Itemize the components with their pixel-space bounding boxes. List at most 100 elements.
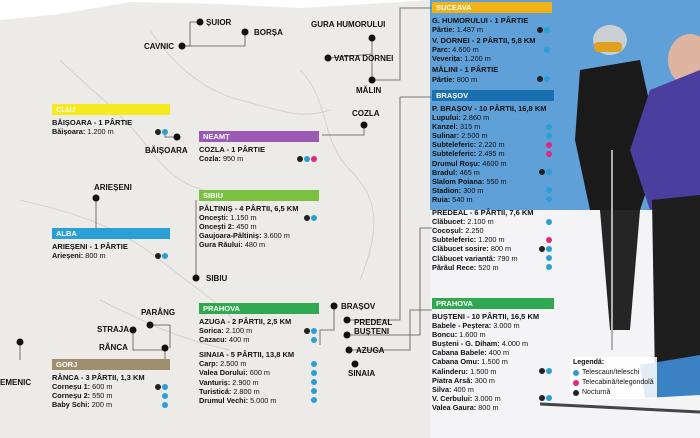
piste-length: 1.600 m — [459, 330, 486, 340]
telescaun-icon — [546, 196, 552, 203]
piste-length: 4600 m — [482, 158, 507, 168]
piste-text: Cocoșul: 2.250 — [432, 226, 484, 235]
telescaun-icon — [546, 255, 552, 262]
piste-icons — [311, 397, 317, 404]
region-header: ALBA — [52, 228, 170, 239]
piste-icons — [537, 76, 550, 83]
piste-text: Arieșeni: 800 m — [52, 251, 106, 260]
piste-row: Slalom Poiana: 550 m — [432, 177, 554, 186]
piste-name: Onceşti: — [199, 213, 229, 223]
resort-title: ARIEȘENI - 1 PÂRTIE — [52, 242, 128, 251]
legend-label: Telecabină/telegondolă — [582, 379, 654, 386]
region-header: PRAHOVA — [199, 303, 319, 314]
piste-row: Boncu: 1.600 m — [432, 330, 554, 339]
piste-length: 1.500 m — [481, 357, 508, 367]
piste-length: 2.495 m — [478, 149, 505, 159]
piste-name: Bradul: — [432, 167, 458, 177]
piste-name: Slalom Poiana: — [432, 176, 485, 186]
region-header: SUCEAVA — [432, 2, 552, 13]
piste-text: Onceşti 2: 450 m — [199, 222, 257, 231]
telescaun-icon — [546, 123, 552, 130]
piste-name: V. Cerbului: — [432, 393, 473, 403]
piste-row: Băișoara: 1.200 m — [52, 127, 170, 136]
telecabina-icon — [573, 380, 579, 386]
piste-row: Cabana Omu: 1.500 m — [432, 357, 554, 366]
piste-text: Corneșu 1: 600 m — [52, 382, 112, 391]
piste-text: Drumul Vechi: 5.000 m — [199, 396, 276, 405]
piste-length: 540 m — [452, 194, 473, 204]
telescaun-icon — [311, 336, 317, 343]
piste-name: Părâul Rece: — [432, 262, 477, 272]
piste-name: Onceşti 2: — [199, 222, 235, 232]
piste-name: Drumul Vechi: — [199, 395, 249, 405]
piste-row: Vanturiș: 2.900 m — [199, 378, 319, 387]
panel-cluj: CLUJ BĂIȘOARA - 1 PÂRTIE Băișoara: 1.200 m — [52, 104, 170, 138]
piste-name: Parc: — [432, 45, 451, 55]
piste-name: Cocoșul: — [432, 226, 464, 236]
piste-text: Bușteni - G. Diham: 4.000 m — [432, 339, 528, 348]
piste-row: Piatra Arsă: 300 m — [432, 376, 554, 385]
telecabina-icon — [546, 151, 552, 158]
nocturna-icon — [537, 76, 543, 83]
telecabina-icon — [546, 141, 552, 148]
panel-prahova-right: PRAHOVA BUȘTENI - 10 PÂRTII, 16,5 KM Babel… — [432, 298, 554, 414]
piste-icons — [304, 214, 317, 221]
piste-row: Bușteni - G. Diham: 4.000 m — [432, 339, 554, 348]
telescaun-icon — [162, 128, 168, 135]
piste-length: 300 m — [463, 185, 484, 195]
piste-length: 4.000 m — [501, 339, 529, 349]
piste-icons — [311, 360, 317, 367]
piste-row: Baby Schi: 200 m — [52, 400, 170, 409]
piste-row: Turistică: 2.800 m — [199, 387, 319, 396]
piste-length: 480 m — [244, 240, 266, 250]
telecabina-icon — [546, 236, 552, 243]
piste-length: 800 m — [490, 244, 512, 254]
piste-length: 450 m — [236, 222, 257, 232]
panel-prahova-mid: PRAHOVA AZUGA - 2 PÂRTII, 2,5 KM Sorica: 2… — [199, 303, 319, 407]
piste-text: Kanzel: 315 m — [432, 122, 480, 131]
piste-icons — [311, 336, 317, 343]
piste-row: Clăbucet variantă: 790 m — [432, 254, 554, 263]
piste-text: Parc: 4.600 m — [432, 45, 479, 54]
resort-title: BUȘTENI - 10 PÂRTII, 16,5 KM — [432, 312, 540, 321]
piste-row: Valea Dorului: 600 m — [199, 368, 319, 377]
piste-length: 2.100 m — [225, 326, 253, 336]
piste-text: Corneșu 2: 550 m — [52, 391, 112, 400]
nocturna-icon — [304, 214, 310, 221]
piste-icons — [546, 255, 552, 262]
city-gura-humorului: GURA HUMORULUI — [311, 20, 386, 29]
piste-name: Veverița: — [432, 54, 463, 64]
piste-text: Băișoara: 1.200 m — [52, 127, 114, 136]
city-straja: STRAJA — [97, 325, 130, 334]
piste-length: 1.200 m — [87, 127, 114, 137]
piste-length: 950 m — [222, 154, 244, 164]
piste-name: Ruia: — [432, 194, 451, 204]
piste-length: 400 m — [229, 335, 250, 345]
piste-text: Kalinderu: 1.500 m — [432, 367, 497, 376]
piste-name: Cozla: — [199, 154, 221, 164]
resort-title: MĂLINI - 1 PÂRTIE — [432, 65, 499, 75]
piste-row: Pârtie: 800 m — [432, 75, 552, 84]
piste-row: Bradul: 465 m — [432, 168, 554, 177]
city-sinaia: SINAIA — [348, 369, 376, 378]
telescaun-icon — [546, 368, 552, 375]
resort-title: COZLA - 1 PÂRTIE — [199, 145, 265, 154]
panel-suceava: SUCEAVA G. HUMORULUI - 1 PÂRTIE Pârtie: 1.… — [432, 2, 552, 86]
piste-name: Sorica: — [199, 326, 224, 336]
piste-name: Clăbucet sosire: — [432, 244, 489, 254]
city-busteni: BUȘTENI — [354, 327, 390, 336]
telescaun-icon — [304, 155, 310, 162]
city-arieseni: ARIEȘENI — [94, 183, 132, 192]
panel-gorj: GORJ RÂNCA - 3 PÂRTII, 1,3 KM Corneșu 1: 6… — [52, 359, 170, 411]
piste-icons — [546, 196, 552, 203]
piste-name: Cazacu: — [199, 335, 227, 345]
piste-length: 4.600 m — [452, 45, 479, 55]
piste-length: 2.500 m — [461, 131, 488, 141]
piste-icons — [539, 395, 552, 402]
telescaun-icon — [311, 379, 317, 386]
telecabina-icon — [311, 155, 317, 162]
piste-name: Drumul Roșu: — [432, 158, 481, 168]
legend-title: Legendă: — [573, 359, 605, 366]
piste-icons — [311, 379, 317, 386]
